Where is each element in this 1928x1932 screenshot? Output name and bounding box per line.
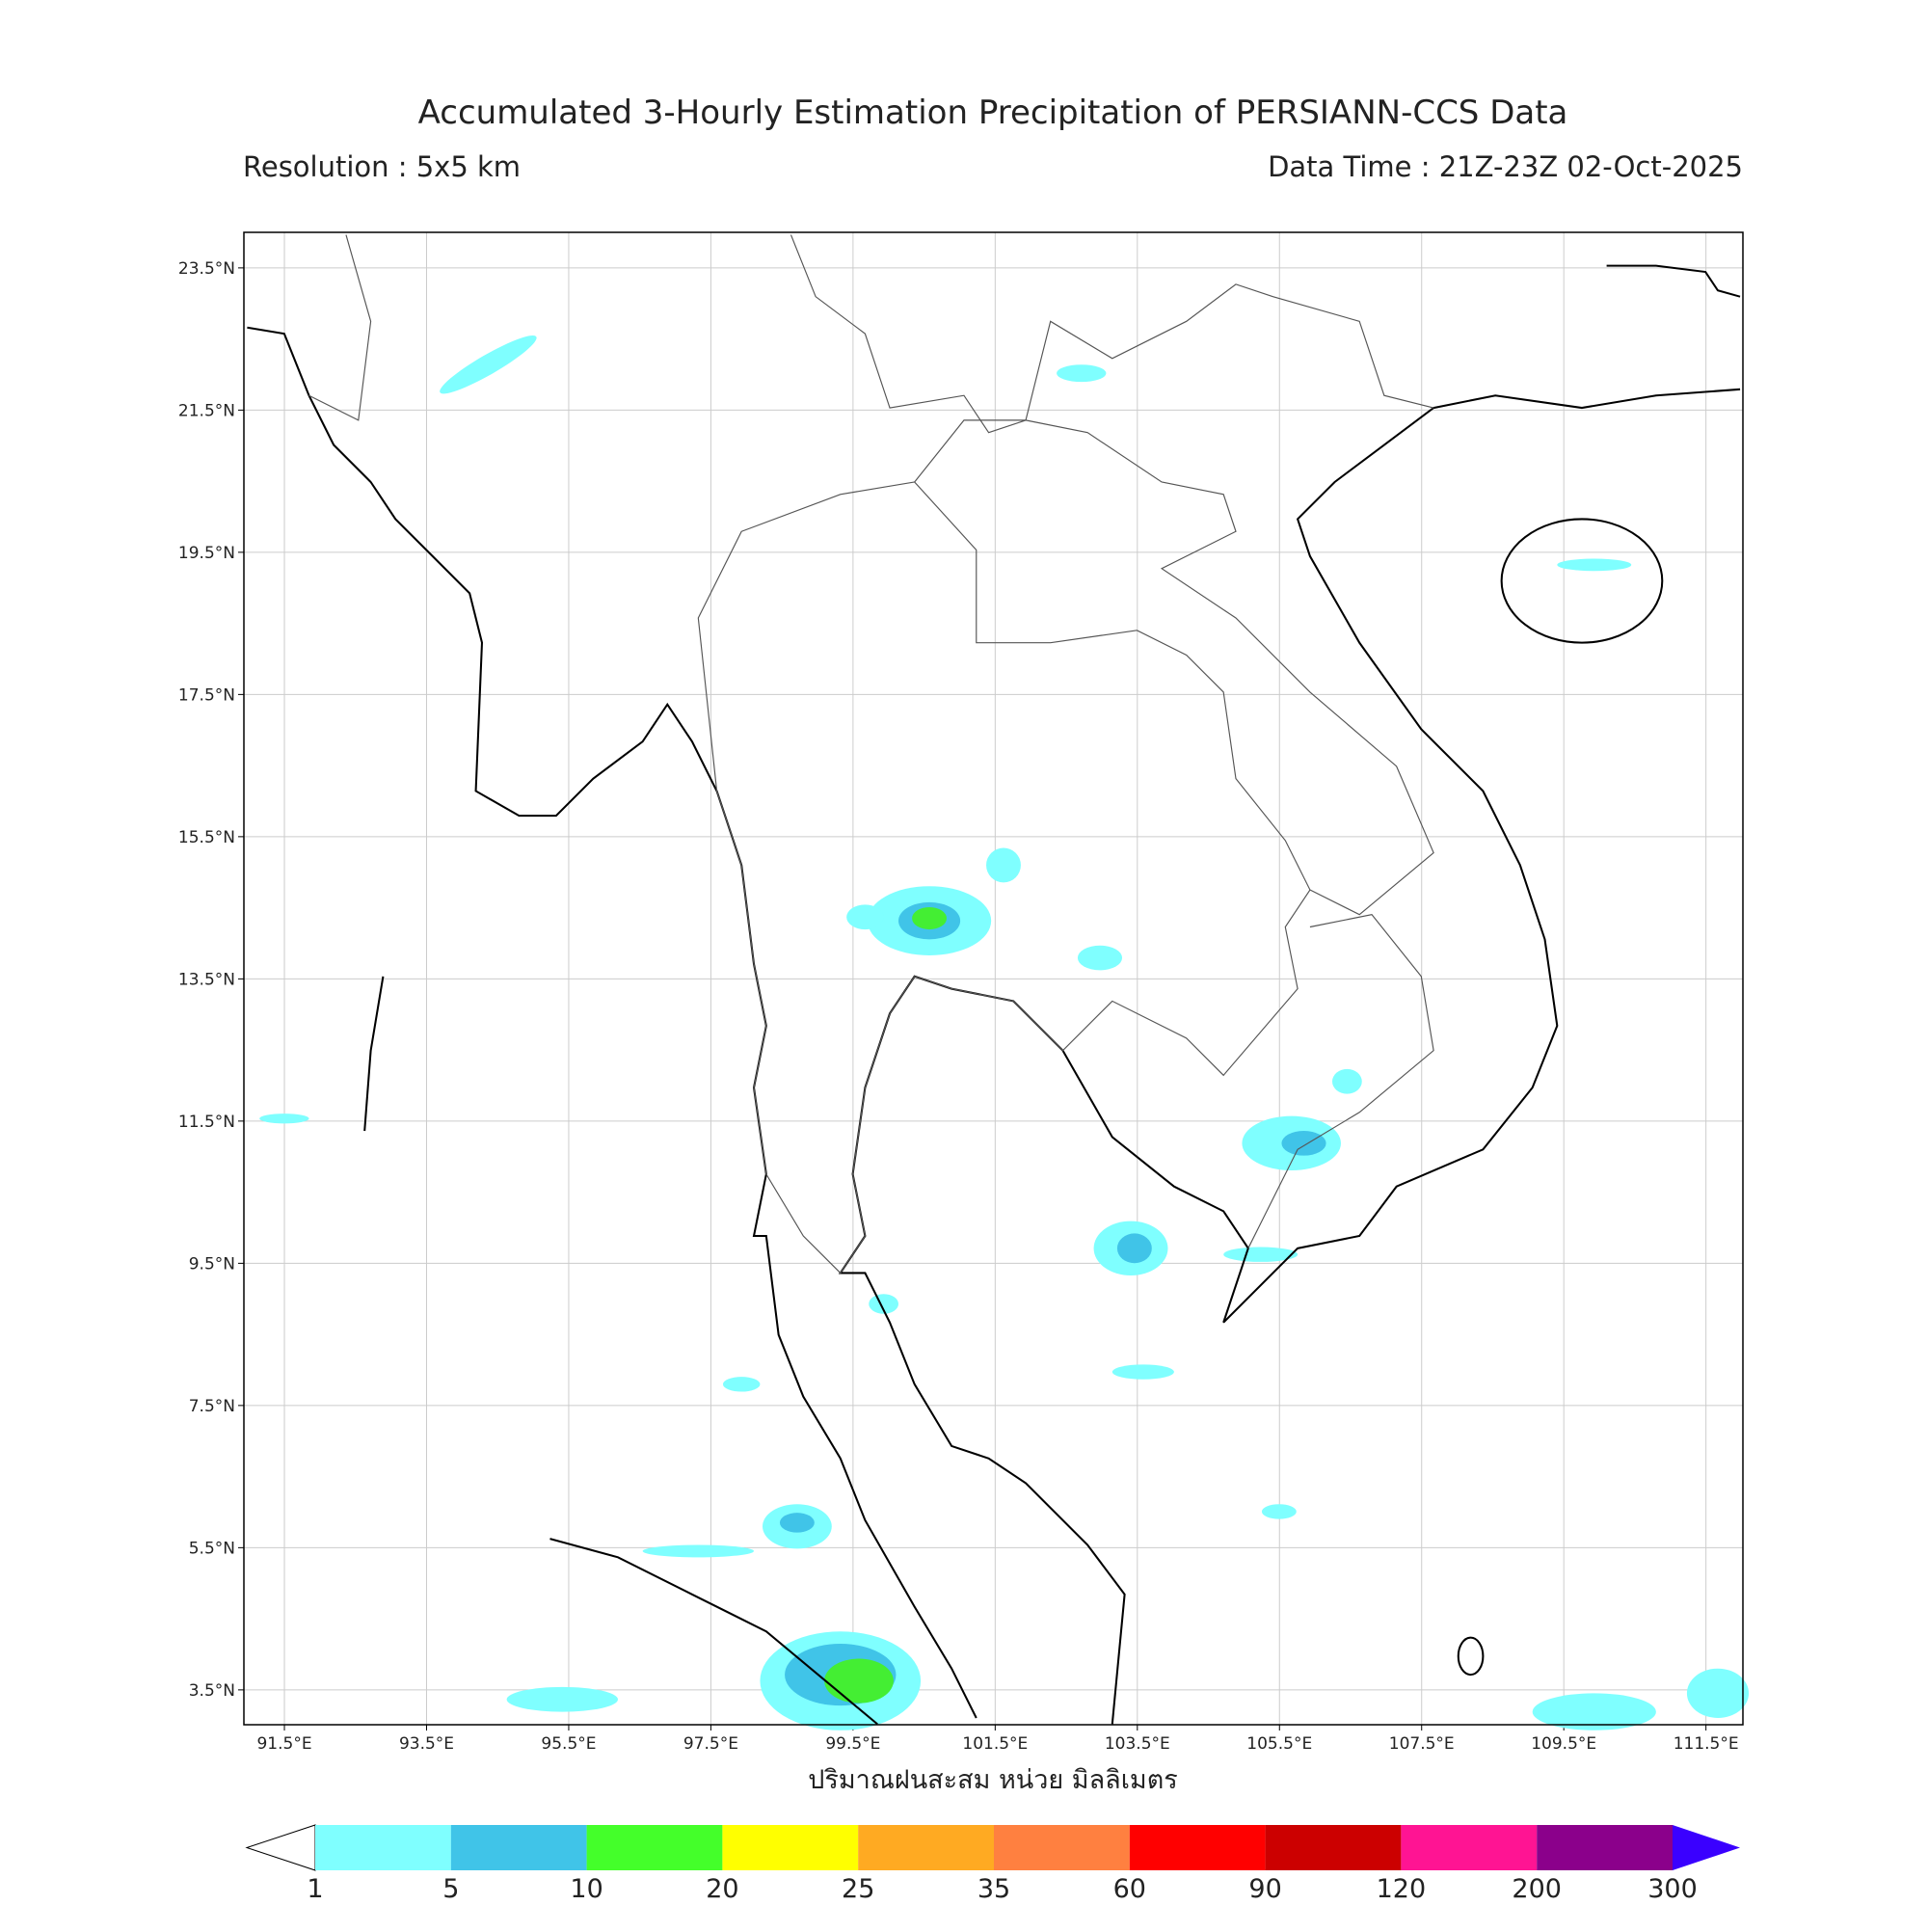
lon-tick-label: 105.5°E [1246, 1734, 1312, 1754]
lat-tick-label: 5.5°N [189, 1539, 235, 1558]
colorbar-bin [315, 1825, 451, 1870]
colorbar-label: 1 [307, 1874, 323, 1904]
data-time: Data Time : 21Z-23Z 02-Oct-2025 [1268, 150, 1743, 183]
colorbar-label: 25 [842, 1874, 874, 1904]
lon-tick-label: 93.5°E [399, 1734, 454, 1754]
lat-tick-label: 19.5°N [178, 544, 235, 563]
lat-tick-label: 9.5°N [189, 1254, 235, 1274]
lon-tick-label: 101.5°E [962, 1734, 1028, 1754]
resolution: Resolution : 5x5 km [243, 150, 521, 183]
lon-tick-label: 99.5°E [825, 1734, 880, 1754]
colorbar-label: 35 [977, 1874, 1010, 1904]
lat-tick-label: 23.5°N [178, 259, 235, 279]
x-label: ปริมาณฝนสะสม หน่วย มิลลิเมตร [808, 1765, 1178, 1795]
colorbar: 1 5 10 20 25 35 60 90 120 200 300 [245, 1824, 1740, 1904]
colorbar-label: 120 [1377, 1874, 1427, 1904]
coastlines [247, 264, 1741, 1726]
lon-tick-label: 103.5°E [1105, 1734, 1170, 1754]
colorbar-bin [1265, 1825, 1402, 1870]
colorbar-label: 10 [570, 1874, 602, 1904]
colorbar-under [245, 1824, 316, 1871]
precipitation [259, 335, 1750, 1731]
lat-tick-label: 11.5°N [178, 1113, 235, 1132]
colorbar-bin [1401, 1825, 1538, 1870]
lat-tick-label: 7.5°N [189, 1397, 235, 1416]
colorbar-label: 300 [1647, 1874, 1698, 1904]
colorbar-bin [1537, 1825, 1673, 1870]
colorbar-label: 20 [706, 1874, 738, 1904]
colorbar-bin [858, 1825, 994, 1870]
colorbar-bin [586, 1825, 723, 1870]
colorbar-label: 200 [1512, 1874, 1562, 1904]
lon-tick-label: 109.5°E [1531, 1734, 1596, 1754]
colorbar-bin [994, 1825, 1130, 1870]
lat-tick-label: 21.5°N [178, 401, 235, 420]
colorbar-bin [722, 1825, 859, 1870]
borders [308, 234, 1434, 1275]
lat-tick-label: 15.5°N [178, 828, 235, 847]
lon-tick-label: 95.5°E [541, 1734, 596, 1754]
colorbar-bin [1129, 1825, 1266, 1870]
colorbar-label: 5 [442, 1874, 459, 1904]
lat-tick-label: 17.5°N [178, 685, 235, 705]
lon-tick-label: 97.5°E [683, 1734, 738, 1754]
colorbar-label: 60 [1113, 1874, 1146, 1904]
lat-tick-label: 3.5°N [189, 1681, 235, 1701]
lat-tick-label: 13.5°N [178, 970, 235, 989]
colorbar-over [1673, 1825, 1740, 1870]
grid: 23.5°N 21.5°N 19.5°N 17.5°N 15.5°N 13.5°N 11.5… [178, 232, 1743, 1754]
colorbar-bin [450, 1825, 587, 1870]
lon-tick-label: 107.5°E [1389, 1734, 1455, 1754]
lon-tick-label: 111.5°E [1674, 1734, 1739, 1754]
map-frame [243, 231, 1744, 1726]
colorbar-label: 90 [1248, 1874, 1281, 1904]
map-features [247, 234, 1750, 1731]
title: Accumulated 3-Hourly Estimation Precipit… [418, 94, 1568, 132]
lon-tick-label: 91.5°E [256, 1734, 311, 1754]
